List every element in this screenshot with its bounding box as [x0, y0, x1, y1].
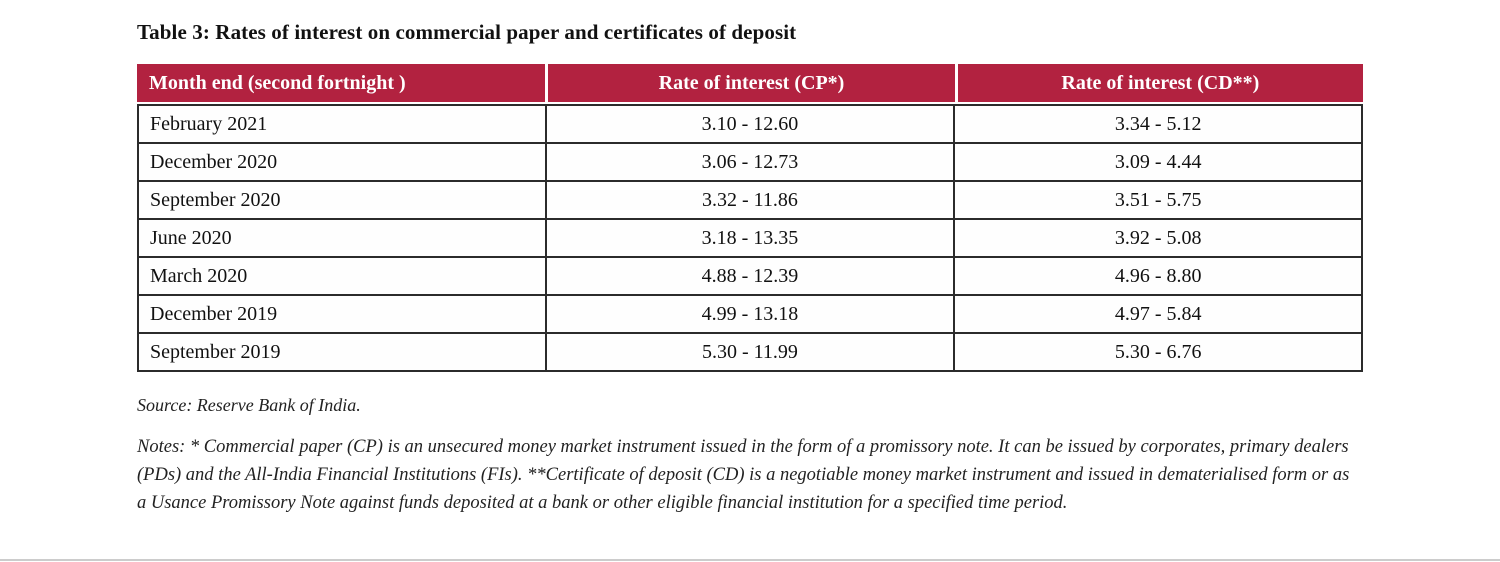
- cd-rate-cell: 3.92 - 5.08: [953, 218, 1363, 258]
- cd-rate-cell: 4.96 - 8.80: [953, 256, 1363, 296]
- table-row: September 2020 3.32 - 11.86 3.51 - 5.75: [137, 180, 1363, 220]
- cd-rate-cell: 5.30 - 6.76: [953, 332, 1363, 372]
- cd-rate-cell: 3.09 - 4.44: [953, 142, 1363, 182]
- month-cell: February 2021: [137, 104, 547, 144]
- source-note: Source: Reserve Bank of India.: [137, 395, 361, 415]
- table-row: March 2020 4.88 - 12.39 4.96 - 8.80: [137, 256, 1363, 296]
- cp-rate-cell: 3.18 - 13.35: [544, 218, 956, 258]
- cp-rate-cell: 3.06 - 12.73: [544, 142, 956, 182]
- month-cell: June 2020: [137, 218, 547, 258]
- table-row: December 2019 4.99 - 13.18 4.97 - 5.84: [137, 294, 1363, 334]
- table-title: Table 3: Rates of interest on commercial…: [137, 20, 797, 44]
- table-row: June 2020 3.18 - 13.35 3.92 - 5.08: [137, 218, 1363, 258]
- column-header-rate-cp: Rate of interest (CP*): [545, 64, 955, 102]
- table-row: February 2021 3.10 - 12.60 3.34 - 5.12: [137, 104, 1363, 144]
- cp-rate-cell: 4.88 - 12.39: [544, 256, 956, 296]
- month-cell: September 2020: [137, 180, 547, 220]
- month-cell: March 2020: [137, 256, 547, 296]
- table-header-row: Month end (second fortnight ) Rate of in…: [137, 64, 1363, 102]
- column-header-rate-cd: Rate of interest (CD**): [954, 64, 1363, 102]
- bottom-divider: [0, 559, 1500, 561]
- cp-rate-cell: 3.32 - 11.86: [544, 180, 956, 220]
- month-cell: December 2019: [137, 294, 547, 334]
- column-header-month-end: Month end (second fortnight ): [137, 64, 546, 102]
- month-cell: September 2019: [137, 332, 547, 372]
- cd-rate-cell: 3.34 - 5.12: [953, 104, 1363, 144]
- table-row: December 2020 3.06 - 12.73 3.09 - 4.44: [137, 142, 1363, 182]
- month-cell: December 2020: [137, 142, 547, 182]
- notes-text: Notes: * Commercial paper (CP) is an uns…: [137, 437, 1350, 513]
- rates-table: February 2021 3.10 - 12.60 3.34 - 5.12 D…: [137, 104, 1363, 372]
- cd-rate-cell: 4.97 - 5.84: [953, 294, 1363, 334]
- cp-rate-cell: 3.10 - 12.60: [544, 104, 956, 144]
- cd-rate-cell: 3.51 - 5.75: [953, 180, 1363, 220]
- cp-rate-cell: 5.30 - 11.99: [544, 332, 956, 372]
- rates-table-body: February 2021 3.10 - 12.60 3.34 - 5.12 D…: [137, 104, 1363, 372]
- document-page: Table 3: Rates of interest on commercial…: [137, 20, 1363, 517]
- cp-rate-cell: 4.99 - 13.18: [544, 294, 956, 334]
- table-row: September 2019 5.30 - 11.99 5.30 - 6.76: [137, 332, 1363, 372]
